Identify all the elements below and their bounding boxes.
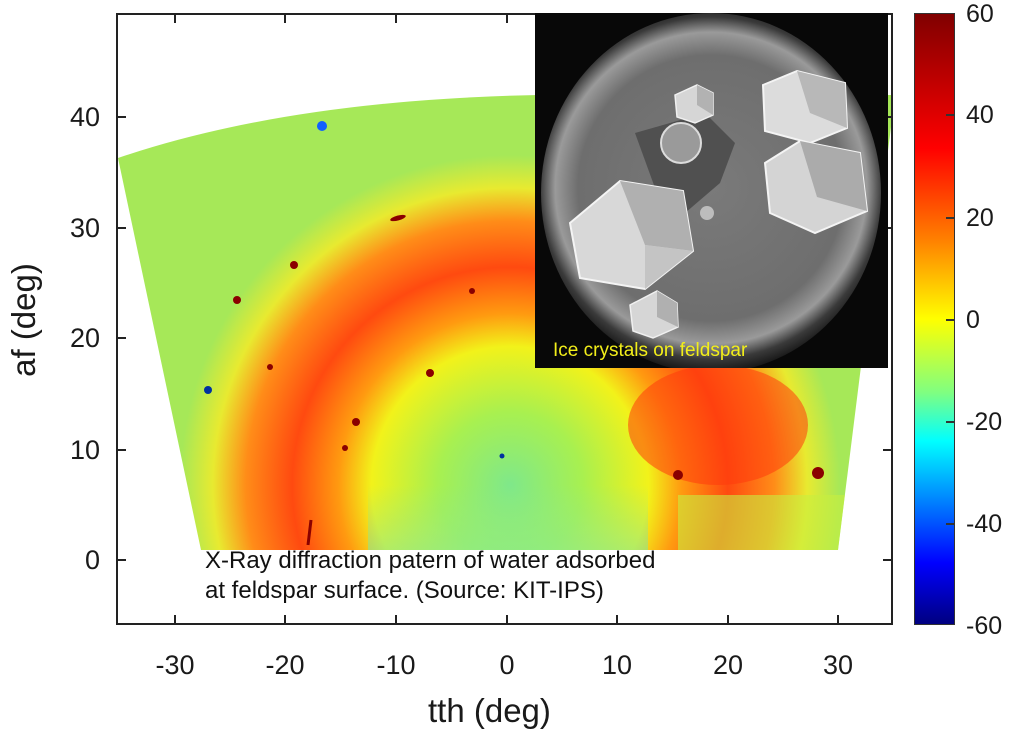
x-tick bbox=[506, 615, 508, 625]
x-tick bbox=[837, 615, 839, 625]
colorbar-label: 40 bbox=[966, 101, 994, 129]
annotation-line-1: X-Ray diffraction patern of water adsorb… bbox=[205, 547, 656, 574]
crystal-middle-right bbox=[763, 139, 869, 235]
inset-caption: Ice crystals on feldspar bbox=[553, 340, 748, 361]
x-tick bbox=[174, 615, 176, 625]
colorbar-label: -40 bbox=[966, 510, 1003, 538]
y-tick bbox=[116, 227, 126, 229]
y-tick-right bbox=[883, 227, 893, 229]
crystal-small-top bbox=[674, 84, 714, 124]
colorbar-label: 0 bbox=[966, 306, 980, 334]
colorbar-label: 20 bbox=[966, 204, 994, 232]
x-tick bbox=[395, 615, 397, 625]
x-tick-top bbox=[506, 13, 508, 23]
colorbar-tick bbox=[946, 114, 955, 116]
x-tick-label: 0 bbox=[499, 650, 515, 680]
y-tick-right bbox=[883, 449, 893, 451]
x-tick-top bbox=[395, 13, 397, 23]
y-tick-right bbox=[883, 116, 893, 118]
colorbar-tick bbox=[946, 217, 955, 219]
y-tick-label: 0 bbox=[84, 545, 100, 575]
x-axis-title: tth (deg) bbox=[428, 692, 551, 729]
x-tick-label: -20 bbox=[265, 650, 305, 680]
colorbar-label: 60 bbox=[966, 0, 994, 28]
y-tick-label: 10 bbox=[69, 435, 100, 465]
x-tick bbox=[616, 615, 618, 625]
x-tick-label: 30 bbox=[822, 650, 854, 680]
y-tick bbox=[116, 559, 126, 561]
x-tick-label: -10 bbox=[376, 650, 416, 680]
inset-micrograph: Ice crystals on feldspar bbox=[535, 13, 888, 368]
annotation-line-2: at feldspar surface. (Source: KIT-IPS) bbox=[205, 577, 604, 604]
figure-annotation: X-Ray diffraction patern of water adsorb… bbox=[205, 546, 655, 606]
crystal-large bbox=[568, 179, 695, 291]
x-tick-label: 10 bbox=[601, 650, 633, 680]
y-tick-label: 40 bbox=[69, 102, 100, 132]
y-tick bbox=[116, 337, 126, 339]
colorbar-tick bbox=[946, 523, 955, 525]
colorbar-label: -20 bbox=[966, 408, 1003, 436]
x-tick-top bbox=[284, 13, 286, 23]
colorbar-tick bbox=[946, 421, 955, 423]
y-tick bbox=[116, 116, 126, 118]
x-tick bbox=[284, 615, 286, 625]
crystal-upper-right bbox=[761, 69, 849, 145]
ice-crystals-image bbox=[535, 13, 888, 368]
x-tick-top bbox=[174, 13, 176, 23]
y-tick-right bbox=[883, 559, 893, 561]
y-axis-title: af (deg) bbox=[5, 263, 42, 377]
y-tick-label: 30 bbox=[69, 213, 100, 243]
x-tick bbox=[727, 615, 729, 625]
y-tick-label: 20 bbox=[69, 323, 100, 353]
colorbar-label: -60 bbox=[966, 612, 1003, 640]
colorbar-tick bbox=[946, 319, 955, 321]
crystal-small-bottom bbox=[629, 290, 679, 339]
x-tick-label: 20 bbox=[712, 650, 744, 680]
x-tick-label: -30 bbox=[155, 650, 195, 680]
y-tick bbox=[116, 449, 126, 451]
